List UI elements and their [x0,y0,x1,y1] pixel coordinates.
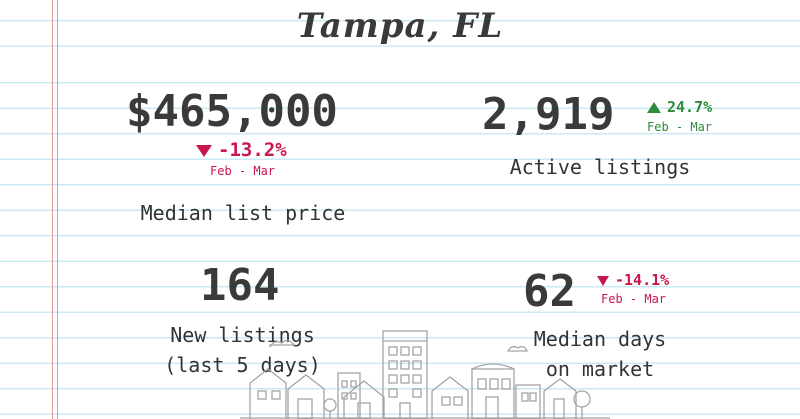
city-skyline-illustration [240,330,610,419]
active-listings-value: 2,919 [482,89,615,140]
active-listings-change: 24.7% [647,100,712,115]
median-days-label: Median days on market [500,324,700,384]
city-title: Tampa, FL [296,6,504,46]
triangle-down-icon [597,275,609,286]
median-list-price-change: -13.2% [196,141,287,160]
triangle-up-icon [647,102,661,113]
notebook-margin-line [52,0,53,419]
median-list-price-value: $465,000 [126,86,338,137]
triangle-down-icon [196,144,212,157]
new-listings-label: New listings (last 5 days) [130,320,355,380]
active-listings-period: Feb - Mar [647,120,713,134]
new-listings-label-line2: (last 5 days) [164,353,321,377]
new-listings-label-line1: New listings [170,323,315,347]
median-list-price-label: Median list price [140,201,346,225]
median-days-period: Feb - Mar [601,292,667,306]
active-listings-label: Active listings [509,155,691,179]
new-listings-value: 164 [200,260,280,311]
median-list-price-period: Feb - Mar [210,164,276,178]
notebook-margin-line [57,0,58,419]
median-days-label-line1: Median days [533,327,667,351]
median-days-label-line2: on market [545,357,655,381]
median-days-change: -14.1% [597,273,669,288]
median-days-value: 62 [523,266,576,317]
